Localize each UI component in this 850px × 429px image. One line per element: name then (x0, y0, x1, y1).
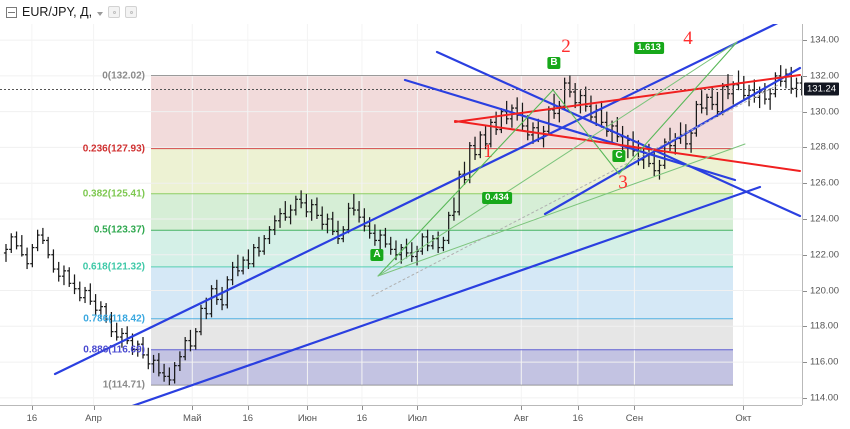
symbol-title[interactable]: EUR/JPY, Д, (22, 5, 93, 19)
time-tick-label: 16 (26, 413, 38, 424)
support-rising-blue[interactable] (543, 66, 802, 216)
pattern-point-c[interactable]: C (612, 150, 626, 162)
red-upper[interactable] (454, 74, 801, 123)
dotted-projection[interactable] (371, 83, 781, 297)
green-rising-thin[interactable] (377, 143, 746, 277)
time-tick-label: Авг (513, 413, 529, 424)
time-tick-label: Июл (407, 413, 428, 424)
price-tick-label: 122.00 (810, 249, 840, 261)
price-tick (803, 183, 807, 185)
price-tick-label: 118.00 (810, 320, 839, 332)
time-tick-label: Апр (85, 413, 102, 424)
chart-plot-area[interactable] (0, 24, 802, 405)
time-tick (31, 406, 33, 410)
channel-lower[interactable] (118, 185, 762, 405)
price-tick (803, 397, 807, 399)
pattern-ratio-0-434[interactable]: 0.434 (482, 192, 512, 204)
price-tick-label: 124.00 (810, 213, 840, 225)
fib-level-label-4: 0.618(121.32) (82, 261, 145, 273)
price-tick (803, 362, 807, 364)
price-tick-label: 132.00 (810, 70, 840, 82)
price-tick-label: 114.00 (810, 392, 839, 404)
price-axis[interactable]: 134.00 132.00 130.00 128.00 126.00 124.00 122.… (802, 0, 850, 405)
wave-label-1: 1 (483, 141, 493, 162)
time-tick (743, 406, 745, 410)
time-tick (417, 406, 419, 410)
price-tick (803, 75, 807, 77)
resistance-falling-blue-1[interactable] (435, 50, 802, 218)
price-tick-label: 134.00 (810, 34, 840, 46)
red-lower[interactable] (454, 120, 801, 172)
time-tick-label: Окт (735, 413, 752, 424)
time-tick (192, 406, 194, 410)
price-tick (803, 326, 807, 328)
pattern-point-b[interactable]: B (547, 57, 561, 69)
green-abcd-bc[interactable] (552, 89, 620, 175)
fib-level-label-5: 0.786(118.42) (83, 313, 145, 325)
fib-level-label-2: 0.382(125.41) (82, 188, 145, 200)
time-tick-label: Сен (625, 413, 644, 424)
time-tick (577, 406, 579, 410)
price-tick (803, 111, 807, 113)
pattern-ratio-1-613[interactable]: 1.613 (634, 42, 664, 54)
time-tick (307, 406, 309, 410)
price-tick-label: 120.00 (810, 285, 840, 297)
price-tick-label: 116.00 (810, 356, 839, 368)
green-abcd-ab[interactable] (377, 89, 554, 277)
fib-level-label-0: 0(132.02) (102, 70, 145, 81)
time-tick (361, 406, 363, 410)
circle-icon-1[interactable] (108, 6, 121, 18)
time-tick-label: 16 (242, 413, 254, 424)
resistance-falling-blue-2[interactable] (403, 78, 737, 182)
chart-canvas (0, 24, 802, 405)
wave-label-2: 2 (561, 36, 571, 57)
time-tick (521, 406, 523, 410)
last-price-badge: 131.24 (804, 82, 840, 96)
price-tick (803, 254, 807, 256)
green-abcd-ad[interactable] (377, 41, 738, 277)
time-tick (247, 406, 249, 410)
green-abcd-cd[interactable] (618, 41, 738, 175)
pattern-point-a[interactable]: A (370, 249, 384, 261)
chart-header: EUR/JPY, Д, (0, 0, 850, 24)
price-tick-label: 126.00 (810, 177, 840, 189)
price-tick-label: 128.00 (810, 141, 840, 153)
chevron-down-icon[interactable] (97, 11, 104, 16)
time-tick (634, 406, 636, 410)
wave-label-4: 4 (683, 28, 693, 49)
price-tick-label: 130.00 (810, 106, 840, 118)
price-tick (803, 147, 807, 149)
fib-level-label-7: 1(114.71) (102, 379, 145, 391)
time-tick-label: 16 (572, 413, 584, 424)
time-tick-label: 16 (356, 413, 368, 424)
fib-band-2 (151, 193, 733, 231)
price-tick (803, 290, 807, 292)
fib-level-label-3: 0.5(123.37) (93, 224, 145, 236)
time-tick (93, 406, 95, 410)
time-axis[interactable]: 16 Апр Май 16 Июн 16 Июл Авг 16 Сен Окт (0, 405, 802, 429)
fib-band-6 (151, 349, 733, 386)
fib-level-label-6: 0.886(116.69) (83, 344, 145, 356)
collapse-icon[interactable] (6, 6, 17, 18)
fib-level-label-1: 0.236(127.93) (82, 143, 145, 155)
price-tick (803, 40, 807, 42)
time-tick-label: Июн (297, 413, 318, 424)
fib-band-5 (151, 318, 733, 350)
time-tick-label: Май (182, 413, 202, 424)
circle-icon-2[interactable] (125, 6, 138, 18)
price-tick (803, 218, 807, 220)
channel-upper[interactable] (53, 24, 790, 376)
wave-label-3: 3 (618, 172, 628, 193)
